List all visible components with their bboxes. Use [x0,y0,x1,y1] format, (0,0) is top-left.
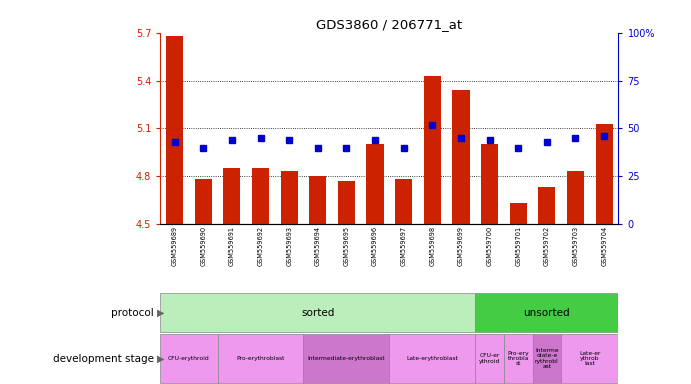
Bar [538,187,556,224]
Text: sorted: sorted [301,308,334,318]
Bar [338,181,355,224]
Bar [160,293,475,332]
Bar [481,144,498,224]
Text: GSM559690: GSM559690 [200,226,206,266]
Title: GDS3860 / 206771_at: GDS3860 / 206771_at [316,18,462,31]
Bar [223,168,240,224]
Bar [561,334,618,383]
Text: Intermediate-erythroblast: Intermediate-erythroblast [307,356,386,361]
Text: GSM559694: GSM559694 [315,226,321,266]
Text: Pro-erythroblast: Pro-erythroblast [236,356,285,361]
Bar [504,334,533,383]
Bar [390,334,475,383]
Text: GSM559695: GSM559695 [343,226,350,266]
Text: ▶: ▶ [157,354,164,364]
Text: protocol: protocol [111,308,157,318]
Bar [475,334,504,383]
Bar [366,144,384,224]
Bar [160,334,218,383]
Text: Pro-ery
throbla
st: Pro-ery throbla st [507,351,529,366]
Text: GSM559703: GSM559703 [573,226,578,266]
Text: GSM559701: GSM559701 [515,226,521,266]
Text: GSM559699: GSM559699 [458,226,464,266]
Bar [453,90,470,224]
Bar [195,179,212,224]
Bar [567,172,584,224]
Bar [218,334,303,383]
Text: GSM559698: GSM559698 [429,226,435,266]
Bar [424,76,441,224]
Bar [303,334,390,383]
Bar [166,36,183,224]
Text: GSM559691: GSM559691 [229,226,235,266]
Bar [510,204,527,224]
Bar [475,293,618,332]
Text: GSM559702: GSM559702 [544,226,550,266]
Text: GSM559704: GSM559704 [601,226,607,266]
Text: unsorted: unsorted [524,308,570,318]
Text: Late-er
ythrob
last: Late-er ythrob last [579,351,600,366]
Text: Late-erythroblast: Late-erythroblast [406,356,458,361]
Text: Interme
diate-e
rythrobl
ast: Interme diate-e rythrobl ast [535,348,559,369]
Text: GSM559693: GSM559693 [286,226,292,266]
Text: CFU-er
ythroid: CFU-er ythroid [479,353,500,364]
Text: GSM559689: GSM559689 [171,226,178,266]
Text: GSM559692: GSM559692 [258,226,263,266]
Bar [596,124,613,224]
Bar [533,334,561,383]
Text: ▶: ▶ [157,308,164,318]
Bar [252,168,269,224]
Text: GSM559700: GSM559700 [486,226,493,266]
Text: GSM559697: GSM559697 [401,226,407,266]
Text: GSM559696: GSM559696 [372,226,378,266]
Text: CFU-erythroid: CFU-erythroid [168,356,210,361]
Bar [309,176,326,224]
Text: development stage: development stage [53,354,157,364]
Bar [281,172,298,224]
Bar [395,179,413,224]
